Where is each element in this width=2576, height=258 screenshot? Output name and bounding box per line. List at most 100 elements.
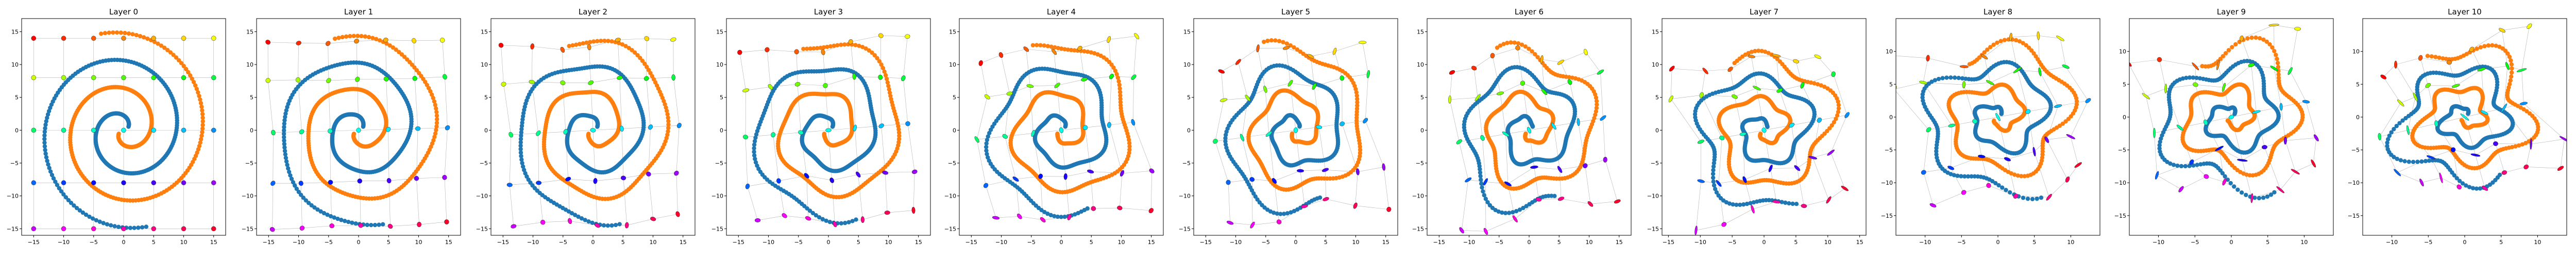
grid-edge [1804,200,1829,206]
y-tick-label: −5 [715,160,723,167]
grid-point [878,123,884,128]
grid-point [983,183,989,188]
series-blue-point [282,138,286,143]
series-blue-point [282,118,287,123]
grid-point [1504,181,1512,186]
series-orange-point [363,34,367,39]
grid-edge [1701,137,1722,142]
series-orange-point [152,39,157,44]
grid-point [1226,220,1234,225]
series-blue-point [569,211,574,216]
grid-edge [1482,138,1486,182]
series-orange-point [168,50,173,55]
grid-edge [880,77,882,126]
grid-point [1340,121,1345,126]
series-orange-point [1822,84,1827,89]
series-blue-point [1285,211,1290,216]
grid-edge [1705,69,1731,71]
grid-point [1218,69,1225,74]
grid-point [1541,89,1548,95]
series-orange-point [195,150,199,155]
series-orange-point [434,106,438,111]
series-orange-point [1056,45,1061,51]
series-blue-point [296,189,301,195]
series-blue-point [128,225,133,230]
series-orange-point [1836,103,1841,107]
grid-point [878,74,883,80]
grid-point [833,221,837,228]
series-blue-point [814,213,819,218]
grid-edge [1752,201,1776,209]
grid-point [1768,165,1773,172]
series-blue-point [51,176,56,181]
series-blue-point [353,221,358,226]
grid-edge [913,171,915,211]
grid-point [1297,169,1304,173]
y-tick-label: −5 [10,160,19,167]
series-orange-point [1834,117,1838,121]
grid-edge [1005,133,1033,137]
series-blue-point [83,212,89,217]
y-tick-label: −15 [1179,225,1191,232]
grid-edge [980,55,1002,63]
series-orange-point [666,119,671,123]
x-tick-label: 15 [1382,239,1389,246]
grid-edge [676,125,680,173]
series-blue-point [519,130,524,135]
x-tick-label: −5 [1027,239,1036,246]
grid-edge [1109,36,1137,40]
grid-point [1366,70,1370,78]
grid-edge [359,181,361,225]
series-orange-point [1045,44,1050,49]
grid-edge [626,219,653,225]
grid-point [269,227,275,232]
y-tick-label: 0 [1655,127,1659,134]
grid-edge [595,181,598,225]
y-tick-label: −10 [476,193,488,200]
series-orange-point [805,46,809,51]
series-blue-point [519,127,524,132]
y-tick-label: −15 [242,225,253,232]
grid-edge [1505,134,1509,184]
grid-edge [1057,79,1084,86]
grid-point [1448,95,1452,104]
grid-point [1471,66,1477,71]
series-orange-point [159,43,164,48]
grid-edge [1492,55,1501,94]
grid-point [1386,206,1392,212]
grid-point [271,130,276,136]
series-orange-point [635,53,640,58]
grid-point [1841,185,1849,191]
grid-edge [419,221,447,225]
grid-point [329,223,335,229]
series-blue-point [586,219,591,224]
grid-edge [418,127,448,129]
grid-edge [1111,76,1134,77]
grid-edge [796,52,798,85]
grid-point [974,136,979,143]
grid-point [151,226,156,232]
series-blue-point [282,145,287,150]
y-tick-label: 15 [1652,28,1659,35]
grid-edge [1242,137,1252,180]
x-tick-label: −10 [293,239,304,246]
series-orange-point [1262,39,1266,44]
grid-point [1520,80,1526,86]
grid-point [1716,180,1722,187]
grid-edge [784,215,808,219]
grid-edge [1730,69,1735,97]
grid-point [299,225,305,231]
series-blue-point [1073,212,1077,217]
grid-point [1382,163,1386,171]
series-blue-point [985,152,989,156]
series-orange-point [1038,43,1043,47]
series-blue-point [518,143,523,148]
series-blue-point [1514,209,1519,214]
grid-point [1363,118,1368,124]
series-orange-point [370,36,375,40]
series-blue-point [820,217,825,221]
series-blue-point [984,141,989,146]
series-orange-point [1115,75,1121,80]
series-orange-point [429,92,434,97]
series-orange-point [808,46,813,51]
